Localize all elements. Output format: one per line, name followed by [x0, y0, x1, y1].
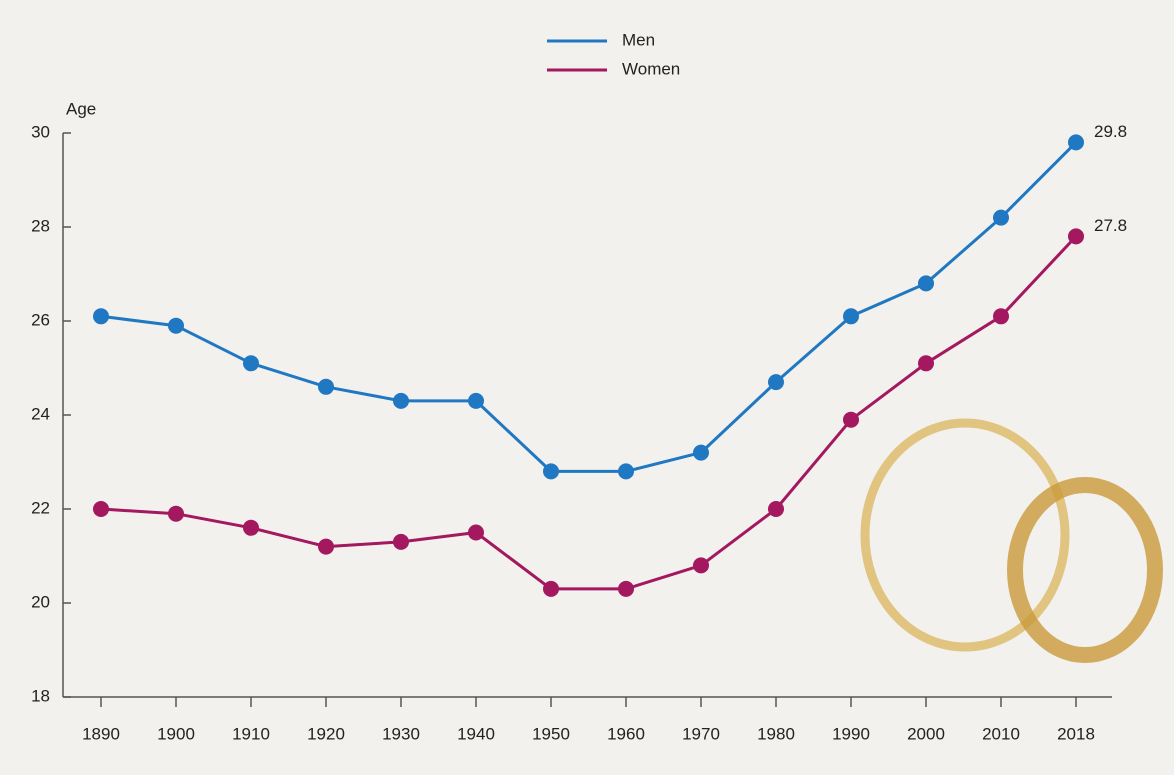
point: [318, 378, 334, 395]
value-label: 29.8: [1094, 122, 1127, 141]
x-tick-label: 1900: [157, 724, 195, 743]
x-tick-label: 2010: [982, 724, 1020, 743]
point: [93, 501, 109, 517]
x-tick-label: 1980: [757, 724, 795, 743]
y-axis-label: Age: [66, 99, 96, 118]
x-tick-label: 1990: [832, 724, 870, 743]
x-tick-label: 1970: [682, 724, 720, 743]
point: [93, 308, 109, 325]
x-tick-label: 1950: [532, 724, 570, 743]
x-tick-label: 1940: [457, 724, 495, 743]
point: [768, 374, 784, 391]
point: [993, 308, 1009, 325]
point: [468, 524, 484, 541]
point: [393, 392, 409, 409]
point: [543, 463, 559, 480]
point: [618, 463, 634, 480]
point: [843, 411, 859, 428]
point: [618, 580, 634, 597]
x-tick-label: 1910: [232, 724, 270, 743]
point: [468, 392, 484, 409]
point: [393, 533, 409, 550]
point: [1068, 228, 1084, 245]
point: [168, 505, 184, 522]
series-line: [100, 235, 1078, 591]
x-tick-label: 1890: [82, 724, 120, 743]
y-tick-label: 22: [31, 498, 50, 517]
point: [693, 444, 709, 461]
x-tick-label: 1930: [382, 724, 420, 743]
point: [543, 580, 559, 597]
x-tick-label: 2018: [1057, 724, 1095, 743]
legend-label: Women: [622, 59, 680, 78]
series-line: [100, 141, 1078, 473]
x-tick-label: 2000: [907, 724, 945, 743]
point: [1068, 134, 1084, 151]
y-tick-label: 30: [31, 122, 50, 141]
y-tick-label: 24: [31, 404, 50, 423]
point: [993, 209, 1009, 226]
y-tick-label: 28: [31, 216, 50, 235]
point: [693, 557, 709, 574]
rings-decoration: [860, 418, 1163, 663]
ring: [1007, 477, 1163, 663]
y-tick-label: 20: [31, 592, 50, 611]
point: [318, 538, 334, 555]
point: [168, 317, 184, 334]
point: [243, 519, 259, 536]
x-tick-label: 1920: [307, 724, 345, 743]
point: [918, 355, 934, 372]
legend-label: Men: [622, 30, 655, 49]
point: [243, 355, 259, 372]
y-tick-label: 26: [31, 310, 50, 329]
point: [843, 308, 859, 325]
point: [768, 501, 784, 517]
y-tick-label: 18: [31, 686, 50, 705]
x-tick-label: 1960: [607, 724, 645, 743]
ring: [860, 418, 1070, 652]
value-label: 27.8: [1094, 216, 1127, 235]
point: [918, 275, 934, 292]
